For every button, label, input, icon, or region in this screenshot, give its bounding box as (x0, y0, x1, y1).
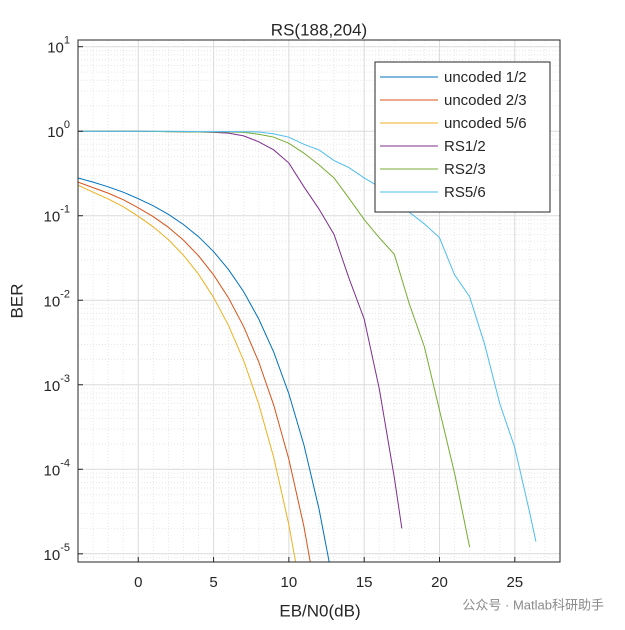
y-tick-base: 10 (44, 378, 61, 395)
legend-label: uncoded 5/6 (444, 115, 527, 132)
y-tick-label: 10-4 (44, 457, 70, 479)
legend-label: uncoded 2/3 (444, 92, 527, 109)
x-tick-label: 15 (356, 574, 373, 591)
y-tick-label: 10-3 (44, 373, 70, 395)
chart-title: RS(188,204) (271, 20, 367, 39)
y-tick-base: 10 (44, 293, 61, 310)
series-line (78, 181, 311, 562)
watermark: 公众号 · Matlab科研助手 (462, 597, 604, 612)
x-tick-label: 25 (506, 574, 523, 591)
x-tick-label: 20 (431, 574, 448, 591)
legend-box (374, 61, 551, 213)
y-tick-base: 10 (47, 40, 64, 57)
y-tick-base: 10 (44, 209, 61, 226)
y-tick-label: 10-1 (44, 204, 70, 226)
y-tick-exponent: -4 (60, 457, 70, 469)
y-tick-label: 100 (47, 119, 70, 141)
y-tick-exponent: -1 (60, 204, 70, 216)
y-tick-label: 10-2 (44, 288, 70, 310)
y-axis-label: BER (7, 284, 26, 319)
y-tick-base: 10 (47, 124, 64, 141)
x-axis-label: EB/N0(dB) (279, 601, 360, 620)
legend-label: uncoded 1/2 (444, 69, 527, 86)
x-tick-label: 5 (209, 574, 217, 591)
legend: uncoded 1/2 uncoded 2/3 uncoded 5/6 RS1/2 RS… (374, 61, 551, 213)
grid (78, 40, 560, 562)
legend-label: RS5/6 (444, 184, 486, 201)
y-tick-base: 10 (44, 547, 61, 564)
series-line (78, 130, 537, 542)
y-tick-label: 10-5 (44, 542, 70, 564)
y-tick-exponent: -2 (60, 288, 70, 300)
y-tick-exponent: -3 (60, 373, 70, 385)
y-tick-base: 10 (44, 462, 61, 479)
y-tick-label: 101 (47, 35, 70, 57)
lines (78, 130, 537, 562)
legend-label: RS1/2 (444, 138, 486, 155)
x-tick-label: 0 (134, 574, 142, 591)
series-line (78, 184, 297, 562)
legend-label: RS2/3 (444, 161, 486, 178)
axes-box (77, 39, 561, 563)
y-tick-exponent: -5 (60, 542, 70, 554)
y-tick-exponent: 1 (64, 35, 70, 47)
series-line (78, 177, 330, 562)
x-tick-label: 10 (281, 574, 298, 591)
y-tick-exponent: 0 (64, 119, 70, 131)
